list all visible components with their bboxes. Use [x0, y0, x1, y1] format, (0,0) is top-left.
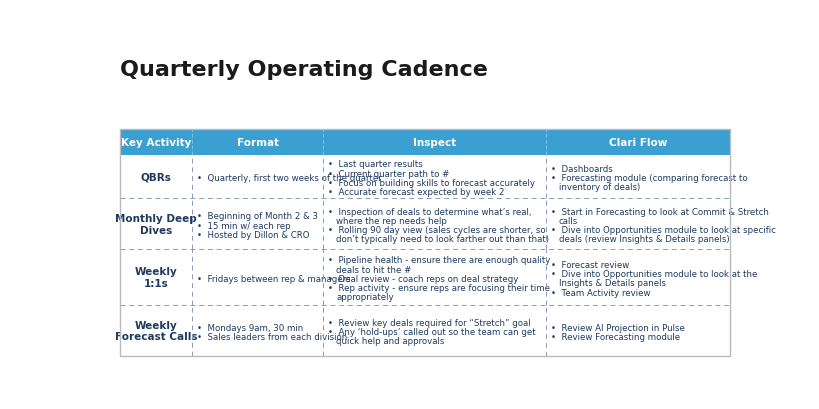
Text: Quarterly Operating Cadence: Quarterly Operating Cadence [120, 60, 487, 80]
Text: •  Forecasting module (comparing forecast to: • Forecasting module (comparing forecast… [550, 174, 746, 183]
Bar [120, 305, 730, 356]
Bar [120, 129, 730, 155]
Text: •  Dashboards: • Dashboards [550, 164, 612, 173]
Text: •  Rep activity - ensure reps are focusing their time: • Rep activity - ensure reps are focusin… [328, 283, 550, 292]
Bar [120, 129, 730, 356]
Text: Insights & Details panels: Insights & Details panels [559, 279, 665, 288]
Text: •  Hosted by Dillon & CRO: • Hosted by Dillon & CRO [197, 230, 309, 239]
Text: •  Inspection of deals to determine what’s real,: • Inspection of deals to determine what’… [328, 207, 531, 216]
Text: calls: calls [559, 216, 577, 225]
Text: Clari Flow: Clari Flow [609, 137, 667, 147]
Text: inventory of deals): inventory of deals) [559, 183, 640, 192]
Text: QBRs: QBRs [141, 172, 171, 182]
Text: •  Mondays 9am, 30 min: • Mondays 9am, 30 min [197, 323, 302, 332]
Bar [120, 250, 730, 305]
Text: •  Any ‘hold-ups’ called out so the team can get: • Any ‘hold-ups’ called out so the team … [328, 327, 535, 336]
Text: Format: Format [237, 137, 278, 147]
Text: •  Review Forecasting module: • Review Forecasting module [550, 332, 679, 341]
Text: •  Quarterly, first two weeks of the quarter: • Quarterly, first two weeks of the quar… [197, 174, 381, 183]
Text: •  Dive into Opportunities module to look at specific: • Dive into Opportunities module to look… [550, 226, 775, 234]
Text: •  Review AI Projection in Pulse: • Review AI Projection in Pulse [550, 323, 684, 332]
Text: •  Accurate forecast expected by week 2: • Accurate forecast expected by week 2 [328, 188, 504, 197]
Text: •  Forecast review: • Forecast review [550, 261, 628, 269]
Text: •  Deal review - coach reps on deal strategy: • Deal review - coach reps on deal strat… [328, 274, 518, 283]
Text: •  Sales leaders from each division: • Sales leaders from each division [197, 332, 346, 341]
Text: •  Last quarter results: • Last quarter results [328, 160, 422, 169]
Text: Weekly
Forecast Calls: Weekly Forecast Calls [115, 320, 197, 342]
Text: quick help and approvals: quick help and approvals [336, 337, 444, 346]
Text: •  Pipeline health - ensure there are enough quality: • Pipeline health - ensure there are eno… [328, 256, 550, 265]
Text: deals to hit the #: deals to hit the # [336, 265, 411, 274]
Text: •  Rolling 90 day view (sales cycles are shorter, so: • Rolling 90 day view (sales cycles are … [328, 226, 545, 234]
Text: •  Focus on building skills to forecast accurately: • Focus on building skills to forecast a… [328, 178, 534, 187]
Bar [120, 199, 730, 250]
Text: where the rep needs help: where the rep needs help [336, 216, 446, 225]
Text: •  Start in Forecasting to look at Commit & Stretch: • Start in Forecasting to look at Commit… [550, 207, 767, 216]
Text: appropriately: appropriately [336, 292, 393, 301]
Bar [120, 155, 730, 199]
Text: •  Review key deals required for “Stretch” goal: • Review key deals required for “Stretch… [328, 318, 530, 327]
Text: Weekly
1:1s: Weekly 1:1s [135, 267, 178, 288]
Text: •  Team Activity review: • Team Activity review [550, 288, 649, 297]
Text: •  15 min w/ each rep: • 15 min w/ each rep [197, 221, 290, 230]
Text: Monthly Deep
Dives: Monthly Deep Dives [115, 213, 197, 235]
Text: Inspect: Inspect [413, 137, 456, 147]
Text: •  Fridays between rep & managers: • Fridays between rep & managers [197, 274, 350, 283]
Text: •  Current quarter path to #: • Current quarter path to # [328, 169, 449, 178]
Text: •  Beginning of Month 2 & 3: • Beginning of Month 2 & 3 [197, 212, 317, 221]
Text: deals (review Insights & Details panels): deals (review Insights & Details panels) [559, 235, 729, 244]
Text: Key Activity: Key Activity [121, 137, 192, 147]
Text: •  Dive into Opportunities module to look at the: • Dive into Opportunities module to look… [550, 270, 756, 279]
Text: don’t typically need to look farther out than that): don’t typically need to look farther out… [336, 235, 549, 244]
